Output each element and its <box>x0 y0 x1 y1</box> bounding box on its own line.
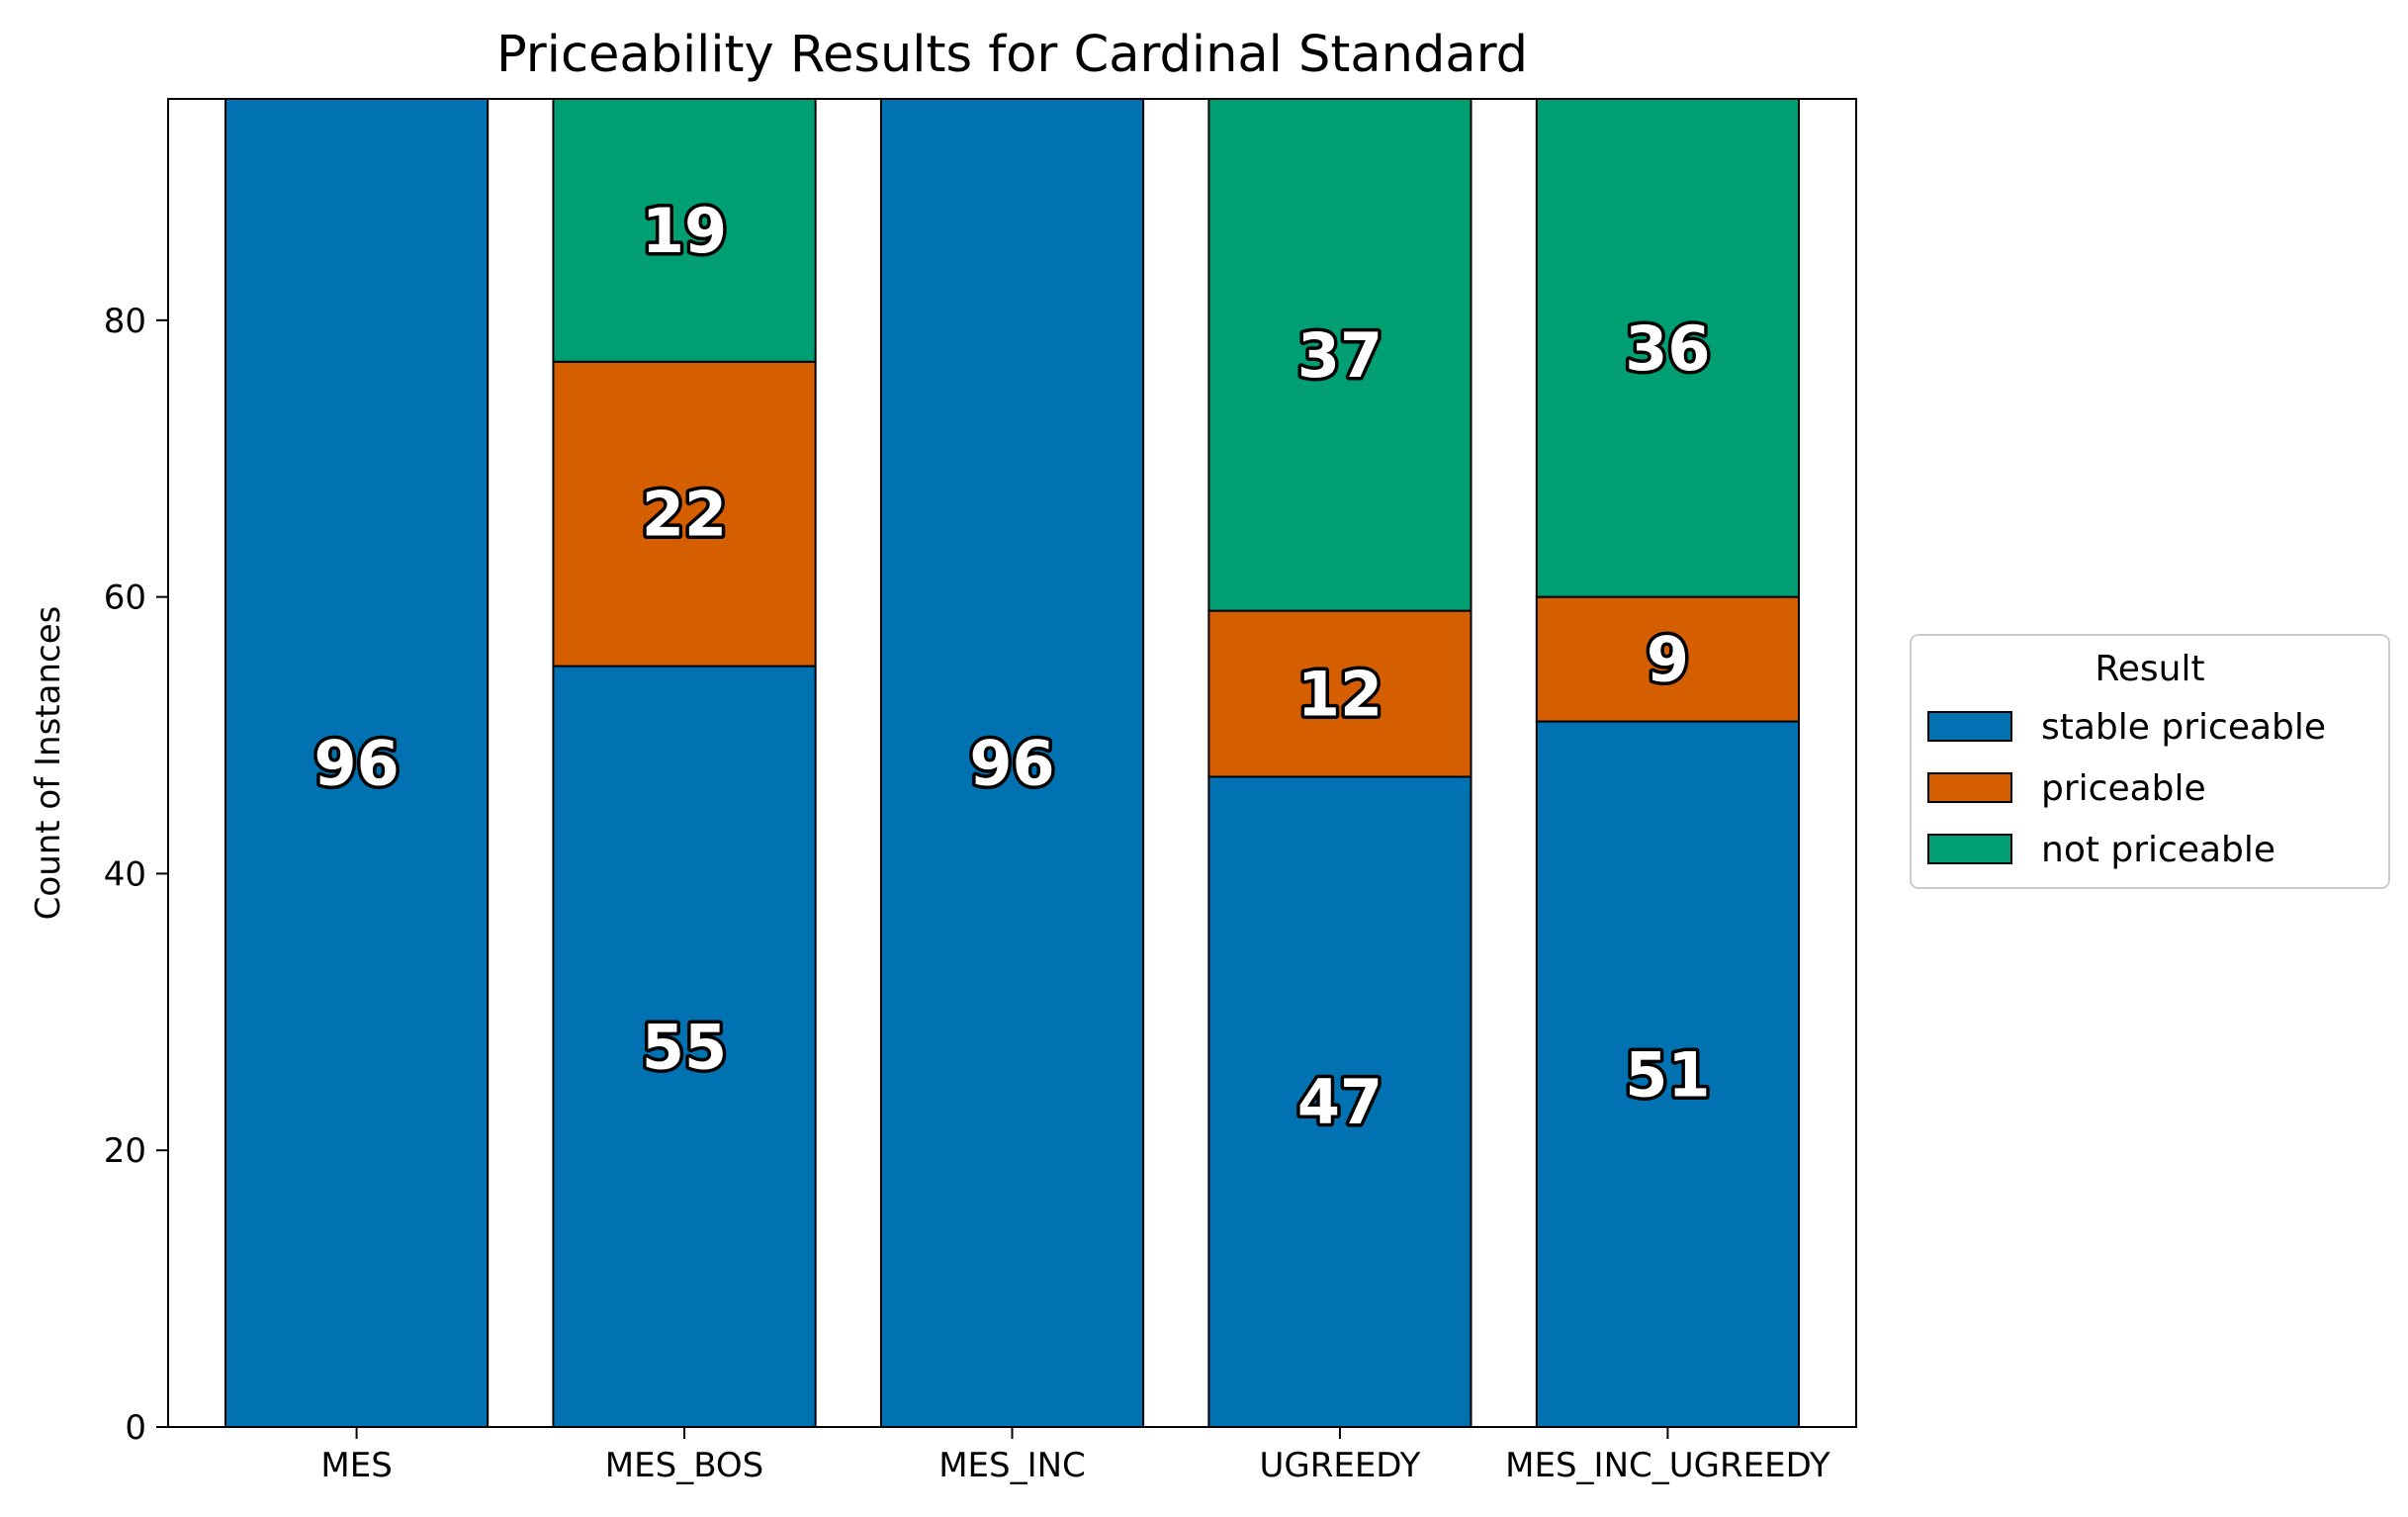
y-axis-label: Count of Instances <box>29 606 68 921</box>
x-tick-label-mes-inc: MES_INC <box>938 1446 1086 1485</box>
bar-label-mes-bos-not-priceable: 19 <box>642 195 727 267</box>
x-tick-label-mes-bos: MES_BOS <box>605 1446 763 1485</box>
legend-swatch-stable-priceable <box>1927 711 2012 742</box>
bar-label-mes-inc-ugreedy-priceable: 9 <box>1647 624 1689 696</box>
legend-label-priceable: priceable <box>2041 768 2206 809</box>
legend-swatch-priceable <box>1927 772 2012 803</box>
bar-label-mes-bos-priceable: 22 <box>642 479 727 551</box>
bar-ugreedy-not-priceable <box>1207 98 1472 612</box>
legend-label-not-priceable: not priceable <box>2041 830 2275 870</box>
y-tick-label-20: 20 <box>104 1131 146 1171</box>
legend-title: Result <box>2095 649 2204 689</box>
bar-label-mes-inc-ugreedy-stable-priceable: 51 <box>1625 1038 1710 1111</box>
y-tick-label-80: 80 <box>104 302 146 341</box>
bar-ugreedy-stable-priceable <box>1207 775 1472 1428</box>
bar-mes-inc-ugreedy-not-priceable <box>1535 98 1800 598</box>
bar-labels-group: 96 55 22 19 96 47 12 37 51 9 36 <box>311 191 1714 1141</box>
axes-group: 0 20 40 60 80 MES MES_BOS MES_INC UGREEDY MES_INC… <box>104 98 1857 1485</box>
bar-label-ugreedy-priceable: 12 <box>1297 659 1382 731</box>
legend: Result stable priceable priceable not price… <box>1910 634 2390 889</box>
x-tick-label-mes: MES <box>320 1446 392 1485</box>
bar-label-ugreedy-not-priceable: 37 <box>1297 319 1382 392</box>
bar-mes-inc-ugreedy-priceable <box>1535 595 1800 723</box>
bar-mes-stable-priceable <box>224 98 490 1428</box>
legend-swatch-not-priceable <box>1927 834 2012 864</box>
y-tick-label-40: 40 <box>104 854 146 894</box>
y-tick-label-0: 0 <box>125 1408 146 1448</box>
bar-mes-bos-not-priceable <box>552 98 817 363</box>
legend-label-stable-priceable: stable priceable <box>2041 707 2326 748</box>
x-tick-label-ugreedy: UGREEDY <box>1259 1446 1420 1485</box>
bar-label-mes-stable-priceable: 96 <box>313 728 399 800</box>
bar-ugreedy-priceable <box>1207 609 1472 778</box>
bar-label-mes-inc-stable-priceable: 96 <box>969 728 1054 800</box>
chart-title: Priceability Results for Cardinal Standa… <box>496 26 1528 84</box>
bars-group <box>224 98 1800 1428</box>
legend-frame <box>1910 634 2390 889</box>
bar-label-mes-bos-stable-priceable: 55 <box>642 1011 727 1083</box>
bar-label-mes-inc-ugreedy-not-priceable: 36 <box>1625 312 1710 385</box>
y-tick-label-60: 60 <box>104 579 146 618</box>
bar-mes-inc-stable-priceable <box>879 98 1145 1428</box>
bar-mes-bos-stable-priceable <box>552 665 817 1428</box>
x-tick-label-mes-inc-ugreedy: MES_INC_UGREEDY <box>1505 1446 1830 1485</box>
bar-label-ugreedy-stable-priceable: 47 <box>1297 1066 1382 1138</box>
